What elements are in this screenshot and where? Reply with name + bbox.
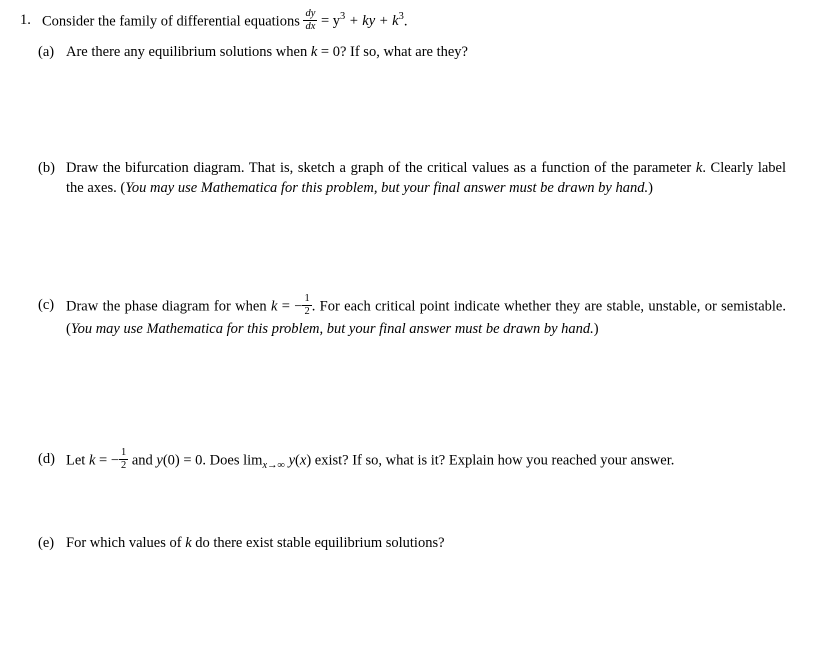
part-d: (d) Let k = −12 and y(0) = 0. Does limx→… — [38, 449, 786, 473]
problem-number: 1. — [20, 10, 42, 34]
part-b-label: (b) — [38, 158, 66, 199]
part-e-label: (e) — [38, 533, 66, 553]
part-b: (b) Draw the bifurcation diagram. That i… — [38, 158, 786, 199]
eq-den: dx — [303, 21, 317, 32]
stem-before: Consider the family of differential equa… — [42, 13, 303, 29]
c-frac: 12 — [302, 294, 311, 318]
eq-frac: dydx — [303, 9, 317, 33]
d-frac: 12 — [119, 448, 128, 472]
eq-rhs2: + ky + k3 — [345, 13, 404, 29]
problem-text: Consider the family of differential equa… — [42, 10, 786, 34]
part-d-text: Let k = −12 and y(0) = 0. Does limx→∞ y(… — [66, 449, 786, 473]
part-c-text: Draw the phase diagram for when k = −12.… — [66, 295, 786, 339]
eq-rhs1: = y3 — [317, 13, 345, 29]
part-b-text: Draw the bifurcation diagram. That is, s… — [66, 158, 786, 199]
eq-period: . — [404, 13, 408, 29]
part-c: (c) Draw the phase diagram for when k = … — [38, 295, 786, 339]
part-d-label: (d) — [38, 449, 66, 473]
eq-num: dy — [303, 9, 317, 21]
part-c-label: (c) — [38, 295, 66, 339]
part-a-label: (a) — [38, 42, 66, 62]
problem-stem: 1. Consider the family of differential e… — [20, 10, 786, 34]
part-a-text: Are there any equilibrium solutions when… — [66, 42, 786, 62]
part-e-text: For which values of k do there exist sta… — [66, 533, 786, 553]
part-a: (a) Are there any equilibrium solutions … — [38, 42, 786, 62]
part-e: (e) For which values of k do there exist… — [38, 533, 786, 553]
